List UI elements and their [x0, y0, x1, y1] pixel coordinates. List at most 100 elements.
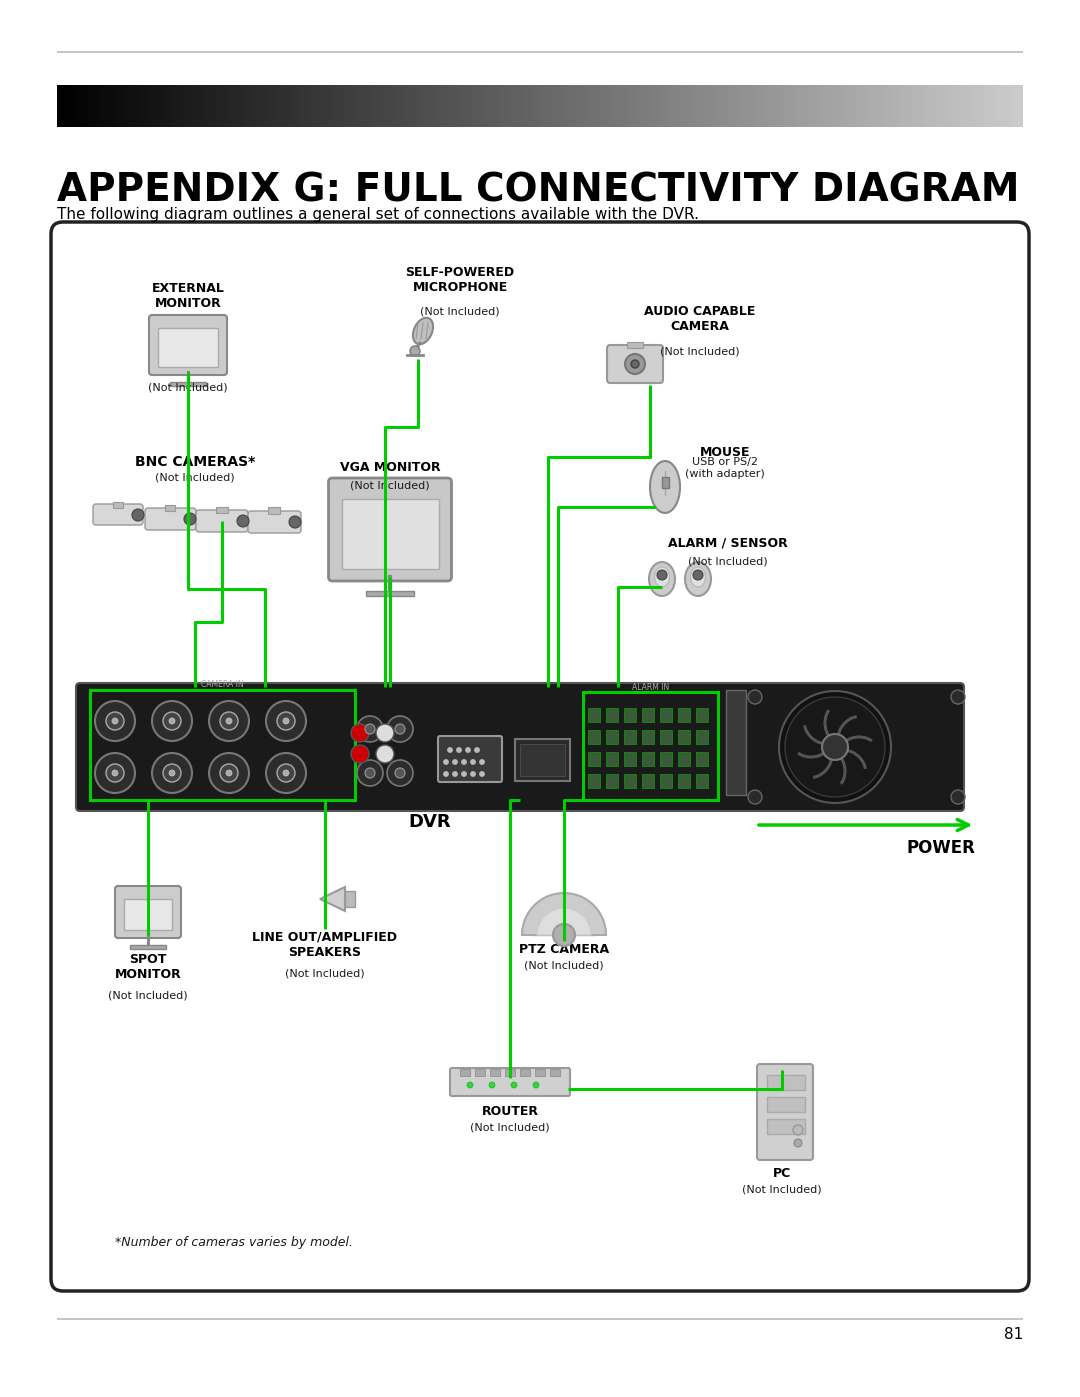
- Circle shape: [106, 712, 124, 731]
- Bar: [130, 944, 166, 949]
- Text: The following diagram outlines a general set of connections available with the D: The following diagram outlines a general…: [57, 207, 699, 222]
- Bar: [767, 1076, 805, 1090]
- FancyBboxPatch shape: [438, 736, 502, 782]
- Circle shape: [748, 690, 762, 704]
- Bar: [661, 476, 669, 488]
- Bar: [767, 1119, 805, 1134]
- Text: ALARM IN: ALARM IN: [632, 683, 670, 692]
- Circle shape: [132, 509, 144, 521]
- Circle shape: [534, 1083, 539, 1088]
- Text: (Not Included): (Not Included): [688, 557, 768, 567]
- Bar: [726, 690, 746, 795]
- Text: PC: PC: [773, 1166, 792, 1180]
- Text: CAMERA IN: CAMERA IN: [201, 680, 244, 689]
- Bar: [624, 708, 636, 722]
- Bar: [642, 752, 654, 766]
- Circle shape: [95, 753, 135, 793]
- Circle shape: [453, 760, 457, 764]
- Bar: [460, 1069, 470, 1076]
- Circle shape: [457, 747, 461, 752]
- Circle shape: [226, 770, 232, 775]
- Circle shape: [625, 353, 645, 374]
- Circle shape: [793, 1125, 804, 1134]
- Circle shape: [276, 712, 295, 731]
- Bar: [475, 1069, 485, 1076]
- Circle shape: [237, 515, 249, 527]
- FancyBboxPatch shape: [450, 1067, 570, 1097]
- Circle shape: [112, 718, 118, 724]
- Circle shape: [152, 753, 192, 793]
- Bar: [606, 774, 618, 788]
- Circle shape: [480, 771, 484, 777]
- Bar: [366, 591, 414, 597]
- Circle shape: [210, 753, 249, 793]
- Bar: [696, 752, 708, 766]
- Text: POWER: POWER: [906, 840, 975, 856]
- Text: (Not Included): (Not Included): [742, 1185, 822, 1194]
- Text: USB or PS/2
(with adapter): USB or PS/2 (with adapter): [685, 457, 765, 479]
- Ellipse shape: [649, 562, 675, 597]
- Text: (Not Included): (Not Included): [148, 381, 228, 393]
- Bar: [696, 774, 708, 788]
- Circle shape: [657, 570, 667, 580]
- Circle shape: [106, 764, 124, 782]
- Bar: [678, 708, 690, 722]
- Text: SELF-POWERED
MICROPHONE: SELF-POWERED MICROPHONE: [405, 265, 514, 293]
- Text: LINE OUT/AMPLIFIED
SPEAKERS: LINE OUT/AMPLIFIED SPEAKERS: [253, 930, 397, 958]
- Text: (Not Included): (Not Included): [420, 307, 500, 317]
- Circle shape: [693, 570, 703, 580]
- Circle shape: [453, 771, 457, 777]
- Ellipse shape: [690, 567, 705, 587]
- Text: (Not Included): (Not Included): [156, 474, 234, 483]
- Bar: [678, 774, 690, 788]
- Text: AUDIO CAPABLE
CAMERA: AUDIO CAPABLE CAMERA: [645, 305, 756, 332]
- Bar: [490, 1069, 500, 1076]
- Bar: [642, 731, 654, 745]
- Bar: [505, 1069, 515, 1076]
- Circle shape: [266, 753, 306, 793]
- Circle shape: [395, 724, 405, 733]
- FancyBboxPatch shape: [515, 739, 570, 781]
- Circle shape: [276, 764, 295, 782]
- Text: (Not Included): (Not Included): [350, 481, 430, 490]
- FancyBboxPatch shape: [149, 314, 227, 374]
- Bar: [164, 504, 175, 511]
- Circle shape: [467, 1083, 473, 1088]
- Wedge shape: [537, 908, 591, 935]
- Circle shape: [462, 760, 467, 764]
- Text: APPENDIX G: FULL CONNECTIVITY DIAGRAM: APPENDIX G: FULL CONNECTIVITY DIAGRAM: [57, 172, 1020, 210]
- Text: ROUTER: ROUTER: [482, 1105, 539, 1118]
- Bar: [767, 1097, 805, 1112]
- Text: EXTERNAL
MONITOR: EXTERNAL MONITOR: [151, 282, 225, 310]
- FancyBboxPatch shape: [757, 1065, 813, 1160]
- Circle shape: [112, 770, 118, 775]
- FancyBboxPatch shape: [114, 886, 181, 937]
- Circle shape: [553, 923, 575, 946]
- FancyBboxPatch shape: [248, 511, 301, 534]
- FancyBboxPatch shape: [93, 504, 143, 525]
- Text: *Number of cameras varies by model.: *Number of cameras varies by model.: [114, 1236, 353, 1249]
- Circle shape: [489, 1083, 495, 1088]
- Circle shape: [511, 1083, 517, 1088]
- Bar: [642, 774, 654, 788]
- Circle shape: [266, 701, 306, 740]
- FancyBboxPatch shape: [76, 683, 964, 812]
- Bar: [678, 752, 690, 766]
- Bar: [696, 731, 708, 745]
- Text: SPOT
MONITOR: SPOT MONITOR: [114, 953, 181, 981]
- Circle shape: [951, 690, 966, 704]
- Circle shape: [794, 1139, 802, 1147]
- Circle shape: [395, 768, 405, 778]
- Text: (Not Included): (Not Included): [108, 990, 188, 1002]
- Bar: [519, 745, 565, 775]
- FancyBboxPatch shape: [607, 345, 663, 383]
- Bar: [624, 752, 636, 766]
- Circle shape: [462, 771, 467, 777]
- Bar: [588, 774, 600, 788]
- Bar: [550, 1069, 561, 1076]
- Circle shape: [168, 718, 175, 724]
- Bar: [268, 507, 280, 514]
- Circle shape: [951, 789, 966, 805]
- FancyBboxPatch shape: [158, 328, 218, 367]
- Circle shape: [152, 701, 192, 740]
